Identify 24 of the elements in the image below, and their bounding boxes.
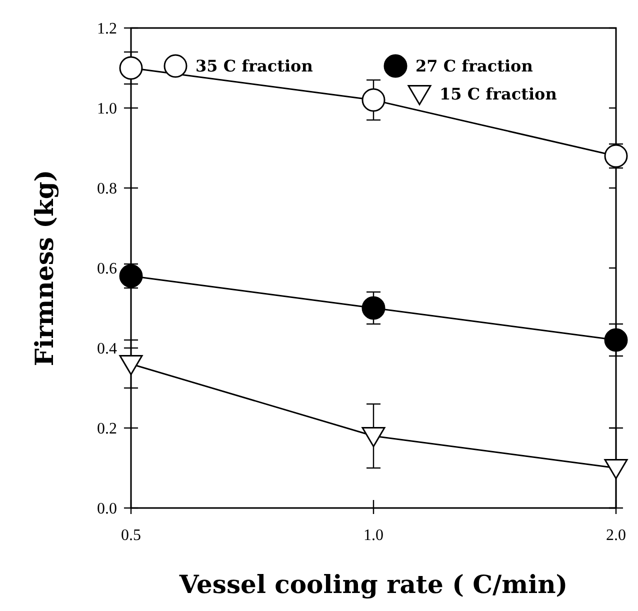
y-axis-title: Firmness (kg)	[30, 170, 59, 366]
x-axis-title: Vessel cooling rate ( C/min)	[178, 570, 568, 599]
legend-label: 27 C fraction	[416, 56, 534, 76]
legend-label: 35 C fraction	[196, 56, 314, 76]
point	[362, 427, 386, 448]
y-tick-label: 1.0	[97, 100, 117, 118]
y-tick-label: 0.8	[97, 180, 117, 198]
y-tick-label: 1.2	[97, 20, 117, 38]
x-tick-label: 0.5	[121, 527, 141, 544]
point	[362, 296, 386, 320]
point	[119, 355, 143, 376]
legend-label: 15 C fraction	[440, 84, 558, 104]
point	[604, 459, 628, 480]
x-tick-label: 2.0	[606, 527, 626, 544]
point	[119, 56, 143, 80]
point	[604, 328, 628, 352]
y-tick-label: 0.6	[97, 260, 117, 278]
point	[362, 88, 386, 112]
x-tick-label: 1.0	[364, 527, 384, 544]
y-tick-label: 0.4	[97, 340, 117, 358]
y-tick-label: 0.0	[97, 500, 117, 518]
point	[604, 144, 628, 168]
y-tick-label: 0.2	[97, 420, 117, 438]
point	[119, 264, 143, 288]
